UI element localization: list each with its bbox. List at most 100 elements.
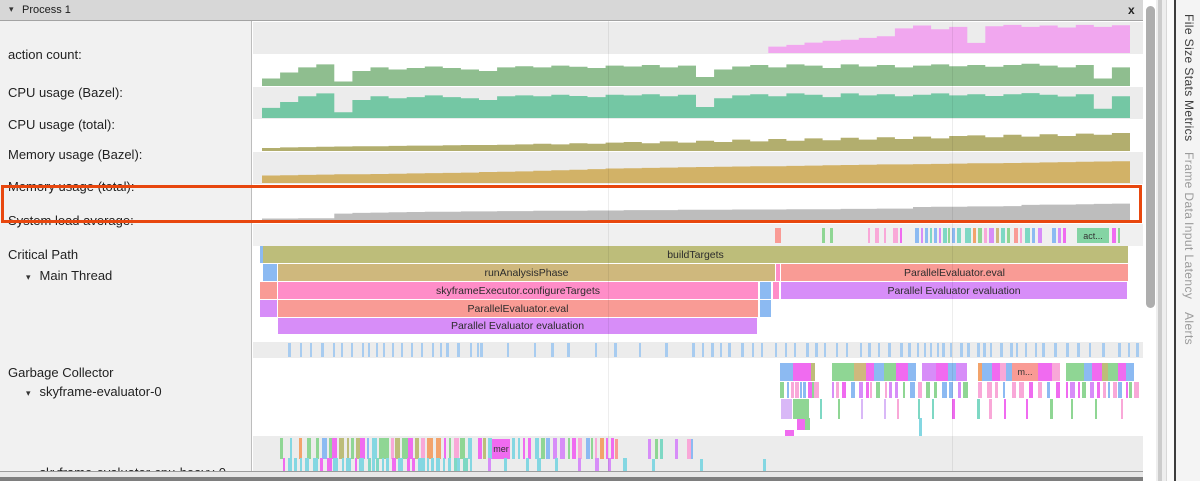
trace-event-tick[interactable]: [595, 343, 598, 357]
trace-event-tick[interactable]: [605, 438, 609, 459]
trace-event-tick[interactable]: [307, 438, 311, 459]
trace-event-tick[interactable]: [537, 458, 541, 472]
trace-event-tick[interactable]: [896, 363, 908, 381]
trace-event-tick[interactable]: [916, 343, 920, 357]
trace-event-tick[interactable]: [1089, 343, 1092, 357]
trace-event-tick[interactable]: [328, 438, 332, 459]
trace-event-tick[interactable]: [467, 438, 473, 459]
trace-event-tick[interactable]: [874, 363, 884, 381]
trace-event-tick[interactable]: [320, 458, 324, 472]
trace-event-tick[interactable]: [948, 363, 956, 381]
trace-event-tick[interactable]: [289, 438, 292, 459]
trace-event-tick[interactable]: [793, 399, 809, 419]
trace-event-tick[interactable]: [477, 343, 480, 357]
trace-event-tick[interactable]: [608, 458, 611, 472]
trace-event-tick[interactable]: [355, 438, 360, 459]
trace-event-tick[interactable]: [790, 382, 794, 398]
trace-event-tick[interactable]: [984, 228, 987, 243]
trace-event-tick[interactable]: [794, 343, 797, 357]
trace-event-tick[interactable]: [797, 418, 805, 430]
trace-event-tick[interactable]: [560, 438, 565, 459]
trace-event-tick[interactable]: [889, 382, 893, 398]
trace-event-tick[interactable]: [988, 399, 992, 419]
trace-event-tick[interactable]: [333, 458, 338, 472]
trace-event-tick[interactable]: [1054, 343, 1058, 357]
trace-event-tick[interactable]: [567, 438, 571, 459]
trace-event-tick[interactable]: [992, 363, 1000, 381]
trace-event-tick[interactable]: [371, 458, 376, 472]
trace-event-tick[interactable]: [567, 343, 571, 357]
trace-event-tick[interactable]: [1063, 228, 1066, 243]
trace-event-tick[interactable]: [488, 438, 493, 459]
trace-event-tick[interactable]: [854, 363, 866, 381]
trace-event-tick[interactable]: [504, 458, 507, 472]
trace-event-tick[interactable]: [1108, 363, 1118, 381]
trace-event-tick[interactable]: [280, 438, 284, 459]
trace-event-tick[interactable]: [1014, 228, 1018, 243]
trace-event-tick[interactable]: [805, 418, 810, 430]
trace-event-tick[interactable]: [1113, 382, 1117, 398]
trace-event-tick[interactable]: [702, 343, 705, 357]
trace-event-tick[interactable]: [921, 228, 923, 243]
trace-event-tick[interactable]: [470, 458, 473, 472]
trace-event-tick[interactable]: [480, 343, 483, 357]
trace-event-tick[interactable]: [431, 458, 435, 472]
trace-event-tick[interactable]: [487, 458, 492, 472]
trace-event-tick[interactable]: [1025, 399, 1029, 419]
trace-event-tick[interactable]: [1084, 363, 1092, 381]
trace-event-tick[interactable]: [420, 343, 424, 357]
trace-event-tick[interactable]: [808, 382, 812, 398]
row-label-main-thread[interactable]: ▾ Main Thread: [26, 268, 112, 283]
trace-event-tick[interactable]: [741, 343, 744, 357]
trace-event-tick[interactable]: [1065, 343, 1069, 357]
trace-event-tick[interactable]: [1136, 343, 1139, 357]
trace-event-tick[interactable]: [350, 343, 353, 357]
trace-event-tick[interactable]: [1077, 343, 1081, 357]
trace-event-tick[interactable]: [401, 343, 404, 357]
trace-event-tick[interactable]: [1010, 343, 1013, 357]
flame-bar-fragment[interactable]: [260, 300, 277, 317]
trace-event-tick[interactable]: [956, 363, 967, 381]
trace-event-tick[interactable]: [915, 228, 919, 243]
trace-event-tick[interactable]: [402, 438, 408, 459]
counter-chart-cpu-usage-bazel[interactable]: [262, 56, 1130, 86]
trace-event-tick[interactable]: [361, 343, 364, 357]
trace-event-tick[interactable]: [385, 458, 390, 472]
trace-event-tick[interactable]: [384, 438, 390, 459]
trace-event-tick[interactable]: [700, 459, 703, 472]
trace-event-tick[interactable]: [883, 399, 887, 419]
trace-event-tick[interactable]: [1070, 399, 1074, 419]
trace-event-tick[interactable]: [1082, 382, 1087, 398]
trace-event-tick[interactable]: [528, 438, 532, 459]
trace-event-tick[interactable]: [780, 363, 793, 381]
trace-event-tick[interactable]: [925, 382, 930, 398]
trace-event-tick[interactable]: [922, 363, 936, 381]
trace-event-tick[interactable]: [614, 343, 617, 357]
trace-event-tick[interactable]: [910, 382, 915, 398]
trace-event-tick[interactable]: [815, 343, 818, 357]
trace-event-tick[interactable]: [482, 438, 487, 459]
trace-event-tick[interactable]: [977, 399, 980, 419]
trace-event-tick[interactable]: [517, 438, 520, 459]
trace-event-tick[interactable]: [1118, 343, 1121, 357]
trace-event-tick[interactable]: [478, 438, 482, 459]
counter-chart-action-count[interactable]: [262, 24, 1130, 53]
trace-event-tick[interactable]: [469, 343, 473, 357]
trace-event-tick[interactable]: [728, 343, 732, 357]
counter-chart-memory-usage-total[interactable]: [262, 154, 1130, 183]
flame-bar[interactable]: buildTargets: [263, 246, 1128, 263]
trace-event-tick[interactable]: [965, 228, 971, 243]
trace-event-tick[interactable]: [1066, 382, 1069, 398]
flame-bar-fragment[interactable]: [260, 246, 263, 263]
trace-event-tick[interactable]: [918, 382, 923, 398]
trace-event-tick[interactable]: [830, 228, 833, 243]
trace-event-tick[interactable]: [900, 343, 903, 357]
trace-event-tick[interactable]: [299, 343, 303, 357]
trace-event-tick[interactable]: [1127, 343, 1131, 357]
trace-event-tick[interactable]: [339, 438, 345, 459]
trace-event-tick[interactable]: [957, 382, 961, 398]
trace-event-tick[interactable]: [949, 382, 954, 398]
trace-event-tick[interactable]: [978, 228, 982, 243]
trace-event-tick[interactable]: [321, 343, 324, 357]
trace-event-tick[interactable]: [868, 228, 870, 243]
